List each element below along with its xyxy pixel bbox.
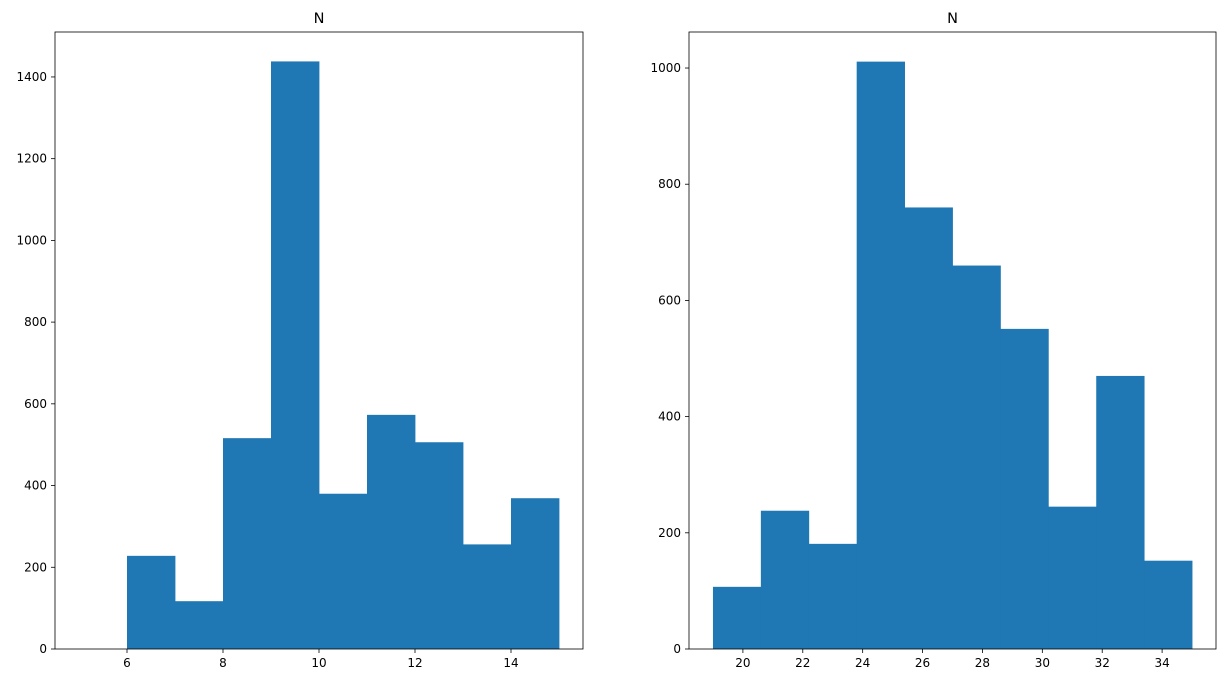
y-tick-label: 1000 [16,233,47,247]
histogram-bar [760,510,810,649]
axes-frame [688,31,1217,650]
x-tick-label: 34 [1154,656,1169,670]
x-tick-label: 32 [1095,656,1110,670]
histogram-left: 6 8 10 12 14 0 200 400 600 800 1000 1200 1400 N [16,11,584,670]
y-tick-label: 600 [658,293,681,307]
histogram-bar [271,61,320,650]
histogram-bar [904,207,953,649]
histogram-bar [856,61,905,649]
histogram-bar [1048,506,1097,649]
y-tick-label: 400 [24,479,47,493]
chart-title: N [314,11,325,27]
histogram-bar [463,544,512,649]
x-tick-label: 8 [219,656,227,670]
histogram-bar [712,586,762,649]
x-tick-label: 28 [975,656,990,670]
histogram-bar [367,414,416,649]
x-tick-label: 6 [123,656,131,670]
histogram-bar [319,493,368,649]
y-tick-label: 1200 [16,152,47,166]
x-tick-label: 30 [1035,656,1050,670]
x-tick-label: 12 [407,656,422,670]
y-tick-label: 200 [658,526,681,540]
chart-title: N [947,11,958,27]
x-tick-label: 26 [915,656,930,670]
y-tick-label: 200 [24,560,47,574]
x-tick-label: 10 [311,656,326,670]
x-tick-label: 22 [795,656,810,670]
y-tick-label: 1400 [16,70,47,84]
y-tick-label: 0 [39,642,47,656]
histogram-bar [415,442,464,649]
histogram-bar [1000,328,1049,649]
y-tick-label: 800 [658,177,681,191]
histogram-bar [511,498,560,649]
histogram-bar [127,555,176,649]
y-tick-label: 800 [24,315,47,329]
histogram-bar [1096,375,1145,649]
histogram-bar [175,601,224,649]
y-tick-label: 400 [658,410,681,424]
x-tick-label: 24 [855,656,870,670]
histogram-bar [952,265,1001,649]
y-tick-label: 600 [24,397,47,411]
histogram-bar [808,543,858,649]
y-tick-label: 0 [673,642,681,656]
y-tick-label: 1000 [650,61,681,75]
x-tick-label: 20 [735,656,750,670]
histogram-right: 20 22 24 26 28 30 32 34 0 200 400 600 800 1000 N [650,11,1217,670]
histogram-bar [223,438,272,649]
histogram-bar [1144,560,1193,649]
x-tick-label: 14 [503,656,518,670]
